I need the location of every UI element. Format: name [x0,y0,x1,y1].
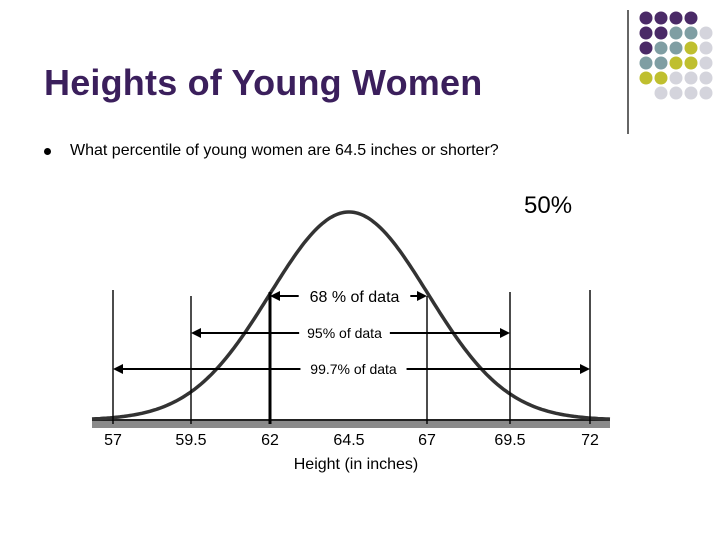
decorative-dot [684,41,698,55]
decorative-dot [684,11,698,25]
tick-label: 72 [581,432,599,449]
data-band-label-bg [298,286,411,306]
decorative-dot [669,86,683,100]
x-axis-ticks: 57 59.5 62 64.5 67 69.5 72 [0,432,720,452]
data-band-label: 95% of data [307,325,382,341]
decorative-dot [669,71,683,85]
slide-title: Heights of Young Women [44,62,483,103]
decorative-dot [684,56,698,70]
tick-label: 62 [261,432,279,449]
decorative-dot [699,41,713,55]
decorative-dot [654,11,668,25]
baseline-shadow [92,420,610,428]
decorative-dot [669,41,683,55]
decorative-dot [654,41,668,55]
decorative-dot [639,26,653,40]
decorative-dot [669,56,683,70]
decorative-dot-grid [627,10,713,134]
decorative-dot [639,41,653,55]
decorative-dot [684,71,698,85]
decorative-dot [654,26,668,40]
decorative-dot [684,86,698,100]
decorative-dot [639,11,653,25]
decorative-dot [669,26,683,40]
tick-label: 69.5 [494,432,526,449]
tick-label: 67 [418,432,436,449]
x-axis-label: Height (in inches) [293,456,419,473]
data-band-label-bg [300,359,407,379]
tick-label: 57 [104,432,122,449]
tick-label: 59.5 [175,432,207,449]
data-band-label-bg [299,323,390,343]
bullet-dot-icon [44,148,51,155]
bell-curve [91,210,611,421]
tick-label: 64.5 [333,432,365,449]
decorative-dot [639,71,653,85]
decorative-dot [654,56,668,70]
bullet-text: What percentile of young women are 64.5 … [70,142,499,159]
decorative-dot [699,56,713,70]
decorative-dot [654,71,668,85]
data-band-label: 99.7% of data [310,361,397,377]
decorative-dot [684,26,698,40]
data-band-label: 68 % of data [310,289,400,306]
decorative-dot [699,26,713,40]
decorative-dot [654,86,668,100]
decorative-dot [639,56,653,70]
answer-text: 50% [524,192,573,219]
decorative-dot [699,71,713,85]
decorative-dot [669,11,683,25]
decorative-dot [699,86,713,100]
